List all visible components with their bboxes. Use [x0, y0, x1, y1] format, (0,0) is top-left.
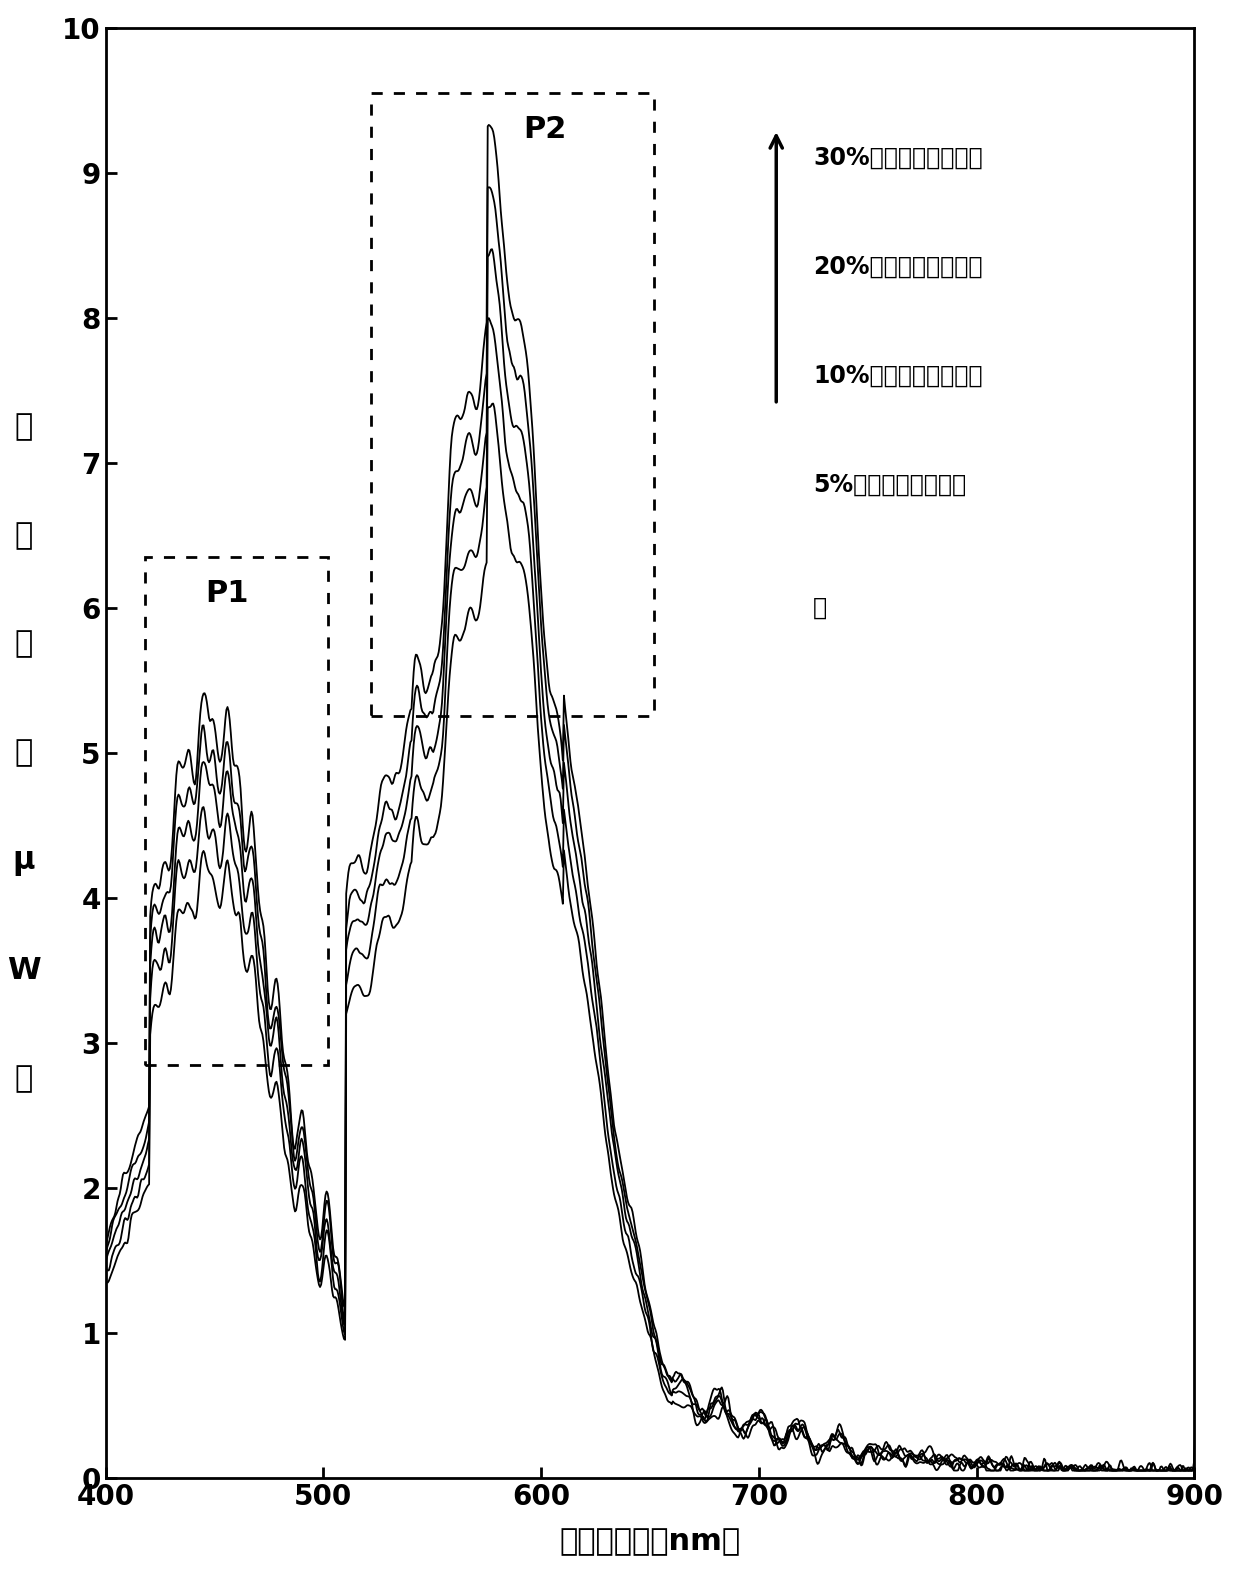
X-axis label: 入射光波长（nm）: 入射光波长（nm） [559, 1527, 740, 1556]
Text: 功: 功 [15, 521, 33, 549]
Bar [145, 557, 327, 1065]
Text: ）: ） [15, 1065, 33, 1093]
Text: 20%浓度的葡萄糖溶液: 20%浓度的葡萄糖溶液 [813, 255, 983, 278]
Text: 30%浓度的葡萄糖溶液: 30%浓度的葡萄糖溶液 [813, 146, 983, 170]
Text: （: （ [15, 738, 33, 768]
Text: P1: P1 [206, 579, 249, 607]
Text: 水: 水 [813, 596, 827, 620]
Text: 10%浓度的葡萄糖溶液: 10%浓度的葡萄糖溶液 [813, 363, 983, 387]
Text: 5%浓度的葡萄糖溶液: 5%浓度的葡萄糖溶液 [813, 472, 966, 497]
Text: P2: P2 [523, 115, 567, 143]
Bar [371, 93, 655, 716]
Text: 率: 率 [15, 629, 33, 659]
Text: W: W [7, 956, 41, 985]
Text: 光: 光 [15, 412, 33, 440]
Text: μ: μ [12, 846, 35, 876]
